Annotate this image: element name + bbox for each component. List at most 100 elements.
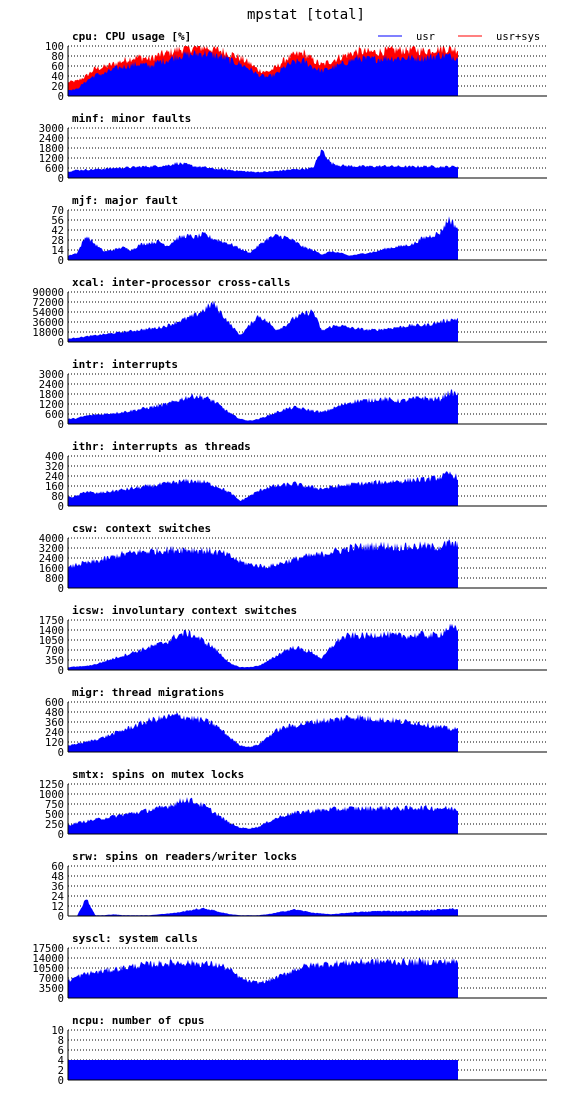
y-tick-label: 350 — [45, 655, 64, 667]
y-tick-label: 60 — [51, 61, 64, 73]
y-tick-label: 28 — [51, 235, 64, 247]
y-tick-label: 500 — [45, 809, 64, 821]
y-tick-label: 0 — [58, 993, 64, 1005]
y-tick-label: 600 — [45, 163, 64, 175]
series-area-usr — [68, 471, 458, 506]
series-area-usr — [68, 957, 458, 998]
y-tick-label: 10500 — [32, 963, 64, 975]
panel-smtx: smtx: spins on mutex locks 02505007501000… — [39, 768, 547, 841]
y-tick-label: 18000 — [32, 327, 64, 339]
y-tick-label: 8 — [58, 1035, 64, 1047]
y-tick-label: 17500 — [32, 943, 64, 955]
y-tick-label: 40 — [51, 71, 64, 83]
y-tick-label: 4000 — [39, 533, 64, 545]
y-tick-label: 400 — [45, 451, 64, 463]
panel-title-migr: migr: thread migrations — [72, 686, 224, 699]
series-area-usr — [68, 797, 458, 834]
y-tick-label: 2400 — [39, 133, 64, 145]
y-tick-label: 12 — [51, 901, 64, 913]
y-tick-label: 56 — [51, 215, 64, 227]
series-area-usr — [68, 623, 458, 670]
y-tick-label: 2 — [58, 1065, 64, 1077]
y-tick-label: 1600 — [39, 563, 64, 575]
y-tick-label: 750 — [45, 799, 64, 811]
y-tick-label: 1250 — [39, 779, 64, 791]
panel-title-cpu: cpu: CPU usage [%] — [72, 30, 191, 43]
panel-title-minf: minf: minor faults — [72, 112, 191, 125]
series-area-usr — [68, 899, 458, 916]
panel-title-mjf: mjf: major fault — [72, 194, 178, 207]
y-tick-label: 36 — [51, 881, 64, 893]
panel-title-csw: csw: context switches — [72, 522, 211, 535]
y-tick-label: 250 — [45, 819, 64, 831]
y-tick-label: 800 — [45, 573, 64, 585]
y-tick-label: 0 — [58, 255, 64, 267]
y-tick-label: 700 — [45, 645, 64, 657]
y-tick-label: 0 — [58, 911, 64, 923]
panel-icsw: icsw: involuntary context switches 035070… — [39, 604, 547, 677]
y-tick-label: 3000 — [39, 123, 64, 135]
y-tick-label: 3000 — [39, 369, 64, 381]
y-tick-label: 14 — [51, 245, 64, 257]
y-tick-label: 0 — [58, 337, 64, 349]
y-tick-label: 6 — [58, 1045, 64, 1057]
y-tick-label: 320 — [45, 461, 64, 473]
y-tick-label: 160 — [45, 481, 64, 493]
y-tick-label: 0 — [58, 501, 64, 513]
y-tick-label: 10 — [51, 1025, 64, 1037]
y-tick-label: 0 — [58, 665, 64, 677]
panel-title-icsw: icsw: involuntary context switches — [72, 604, 297, 617]
series-area-usr — [68, 712, 458, 752]
series-area-usr — [68, 539, 458, 588]
y-tick-label: 3500 — [39, 983, 64, 995]
series-area-usr — [68, 1060, 458, 1080]
y-tick-label: 0 — [58, 829, 64, 841]
y-tick-label: 14000 — [32, 953, 64, 965]
y-tick-label: 1200 — [39, 399, 64, 411]
y-tick-label: 20 — [51, 81, 64, 93]
y-tick-label: 600 — [45, 697, 64, 709]
panel-xcal: xcal: inter-processor cross-calls 0180003… — [32, 276, 547, 349]
y-tick-label: 0 — [58, 1075, 64, 1087]
y-tick-label: 360 — [45, 717, 64, 729]
y-tick-label: 90000 — [32, 287, 64, 299]
y-tick-label: 70 — [51, 205, 64, 217]
panel-title-smtx: smtx: spins on mutex locks — [72, 768, 244, 781]
y-tick-label: 120 — [45, 737, 64, 749]
y-tick-label: 0 — [58, 173, 64, 185]
y-tick-label: 0 — [58, 91, 64, 103]
legend-label-usr+sys: usr+sys — [496, 31, 540, 43]
series-area-usr — [68, 50, 458, 96]
y-tick-label: 100 — [45, 41, 64, 53]
y-tick-label: 600 — [45, 409, 64, 421]
panel-title-syscl: syscl: system calls — [72, 932, 198, 945]
y-tick-label: 0 — [58, 419, 64, 431]
y-tick-label: 240 — [45, 471, 64, 483]
y-tick-label: 80 — [51, 491, 64, 503]
panel-csw: csw: context switches 0800160024003200400… — [39, 522, 547, 595]
y-tick-label: 1000 — [39, 789, 64, 801]
y-tick-label: 1750 — [39, 615, 64, 627]
panel-srw: srw: spins on readers/writer locks 012243… — [51, 850, 547, 923]
legend: usr usr+sys — [378, 31, 540, 43]
series-area-usr — [68, 149, 458, 178]
panel-title-ncpu: ncpu: number of cpus — [72, 1014, 204, 1027]
series-area-usr — [68, 300, 458, 342]
y-tick-label: 2400 — [39, 553, 64, 565]
y-tick-label: 60 — [51, 861, 64, 873]
y-tick-label: 48 — [51, 871, 64, 883]
panel-title-xcal: xcal: inter-processor cross-calls — [72, 276, 291, 289]
y-tick-label: 80 — [51, 51, 64, 63]
y-tick-label: 240 — [45, 727, 64, 739]
y-tick-label: 36000 — [32, 317, 64, 329]
y-tick-label: 1800 — [39, 143, 64, 155]
y-tick-label: 24 — [51, 891, 64, 903]
y-tick-label: 42 — [51, 225, 64, 237]
y-tick-label: 4 — [58, 1055, 64, 1067]
